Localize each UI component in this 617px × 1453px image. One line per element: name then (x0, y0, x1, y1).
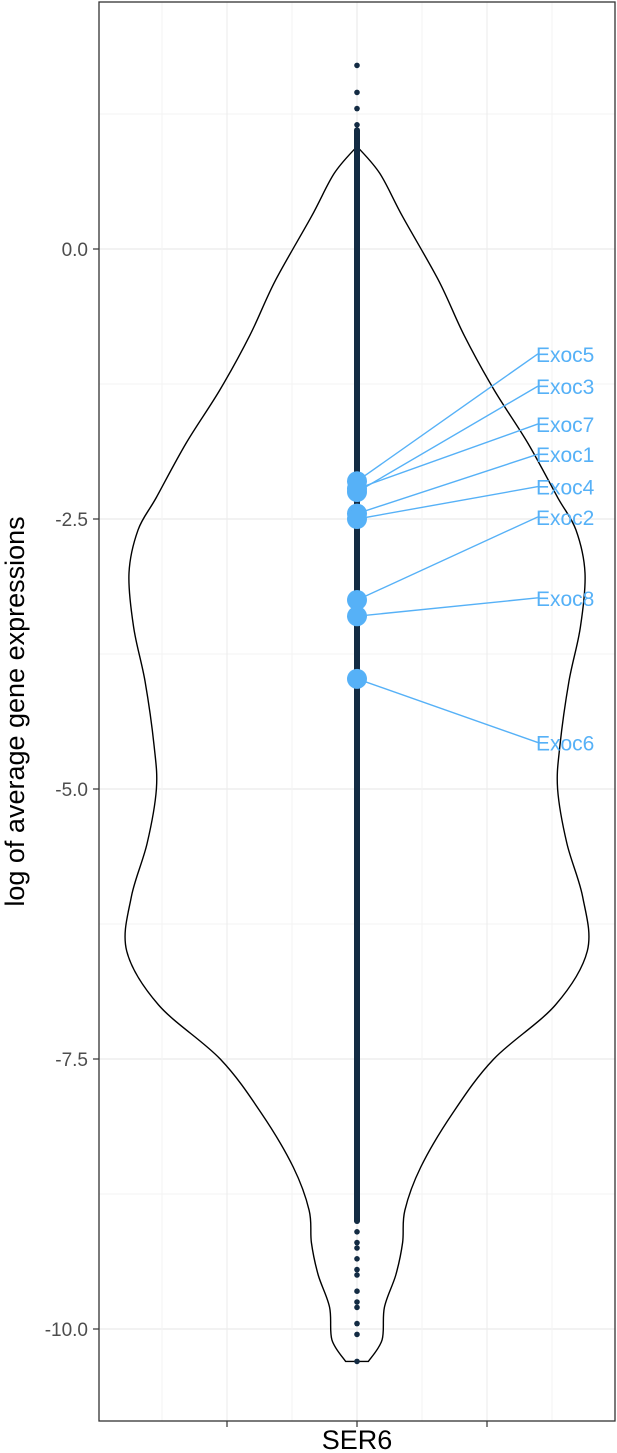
gene-label: Exoc5 (536, 344, 594, 367)
highlight-layer: Exoc5 Exoc3 Exoc7 Exoc1 Exoc4 Exoc2 Exoc8 Exoc6 (347, 344, 595, 756)
gene-point (347, 509, 367, 529)
gene-point (347, 590, 367, 610)
data-point (354, 122, 360, 128)
x-category-label: SER6 (322, 1425, 393, 1453)
y-tick-label: -7.5 (55, 1050, 88, 1071)
gene-label: Exoc1 (536, 444, 594, 467)
data-point (354, 1331, 360, 1338)
y-tick-label: -2.5 (55, 510, 88, 531)
data-point (354, 1304, 360, 1311)
data-point (354, 1320, 360, 1327)
data-point (354, 1256, 360, 1262)
gene-label: Exoc8 (536, 588, 594, 611)
y-axis: 0.0 -2.5 -5.0 -7.5 -10.0 (45, 240, 99, 1341)
gene-label: Exoc7 (536, 414, 594, 437)
gene-label: Exoc6 (536, 733, 594, 756)
y-axis-title: log of average gene expressions (0, 516, 30, 906)
gene-connector (356, 453, 539, 515)
data-point (354, 1229, 360, 1235)
gene-label: Exoc4 (536, 477, 595, 500)
gene-label: Exoc3 (536, 376, 594, 399)
gene-connector (356, 597, 539, 617)
data-point (354, 1266, 360, 1273)
y-tick-label: -5.0 (55, 780, 88, 801)
y-tick-label: 0.0 (62, 240, 88, 261)
points-layer (354, 62, 360, 1365)
gene-point (347, 668, 367, 689)
gene-connector (356, 423, 539, 490)
gene-point (347, 606, 367, 627)
data-point (354, 1272, 360, 1278)
data-point (354, 62, 360, 69)
gene-label: Exoc2 (536, 507, 594, 530)
data-point (354, 1299, 360, 1305)
data-point (354, 105, 360, 112)
data-point (354, 1358, 360, 1365)
gene-connector (356, 385, 539, 493)
data-point (354, 1218, 360, 1224)
y-tick-label: -10.0 (45, 1320, 88, 1341)
gene-connector (356, 678, 539, 744)
data-point (354, 1245, 360, 1251)
gene-point (347, 478, 367, 499)
gene-connector (356, 516, 539, 601)
data-point (354, 89, 360, 96)
gene-connector (356, 353, 539, 482)
data-point (354, 1288, 360, 1294)
data-point (354, 1239, 360, 1246)
data-point (354, 138, 360, 144)
x-axis (226, 1421, 488, 1427)
gene-connector (356, 485, 539, 520)
